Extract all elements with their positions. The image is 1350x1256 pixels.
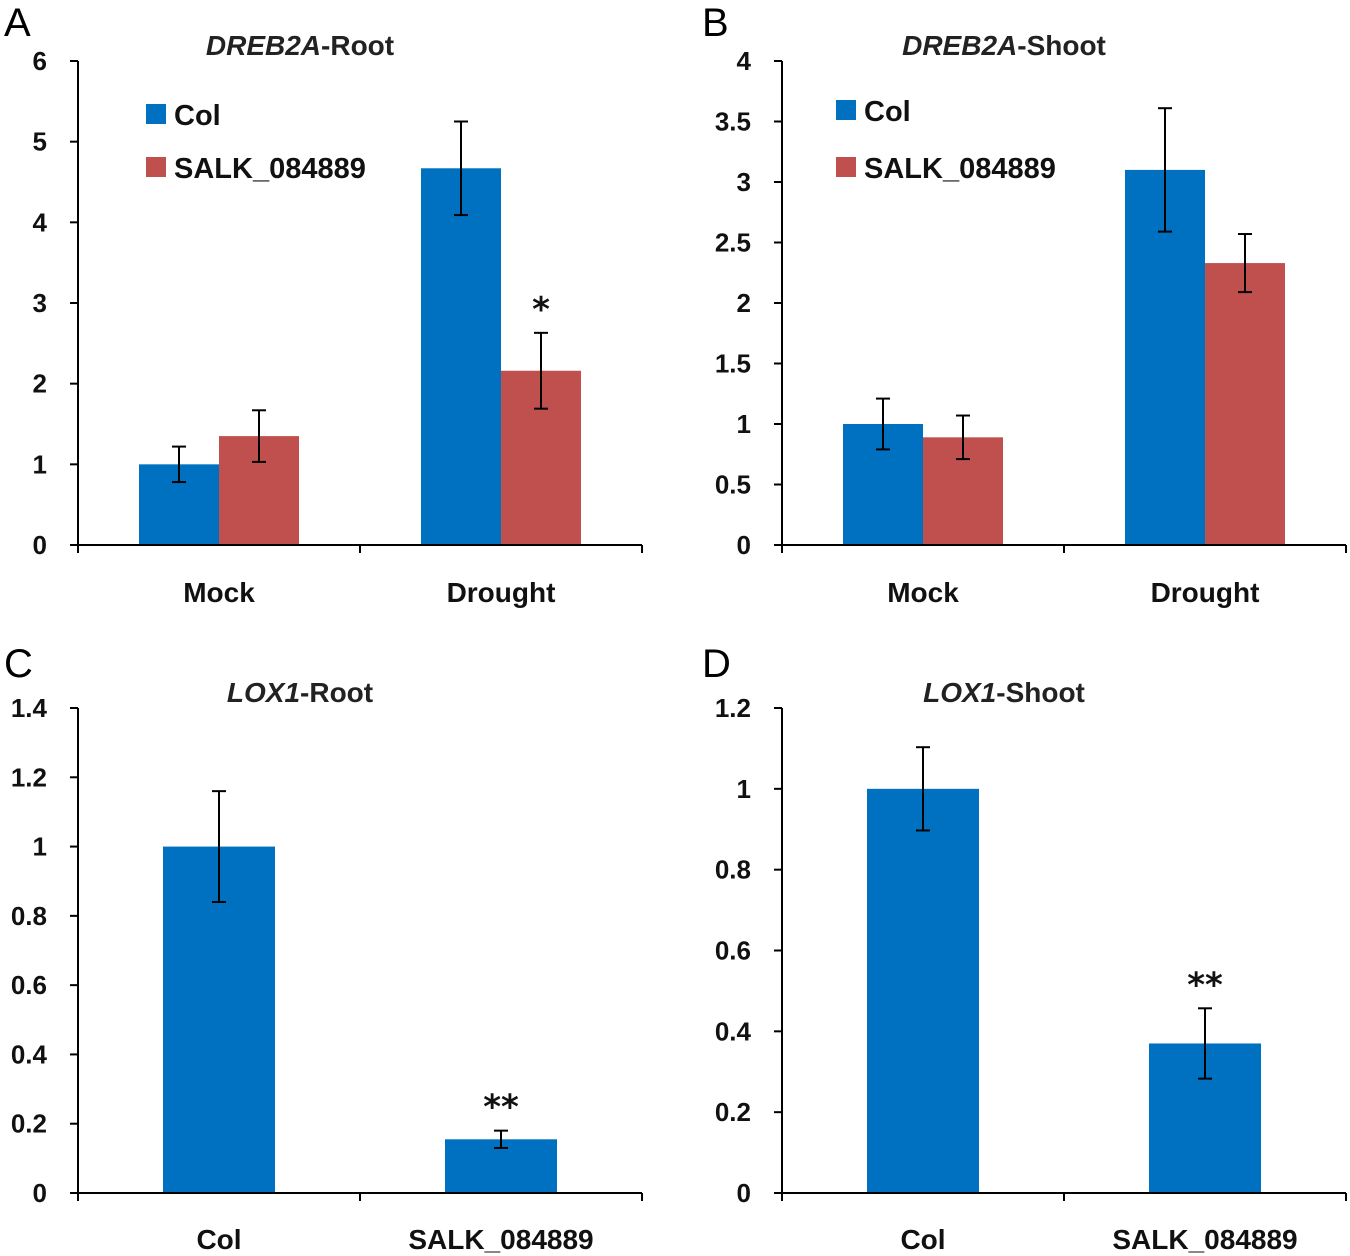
- y-tick-label: 1: [33, 832, 47, 862]
- y-tick-label: 0.4: [715, 1016, 752, 1046]
- error-bar: [454, 120, 468, 217]
- chart-title-gene: DREB2A: [206, 30, 321, 61]
- y-tick-label: 5: [33, 127, 47, 157]
- error-bar: [1238, 233, 1252, 294]
- chart-title-gene: LOX1: [923, 677, 996, 708]
- significance-marker: **: [483, 1088, 519, 1128]
- error-bar: [956, 414, 970, 461]
- x-category-label: Drought: [1151, 577, 1260, 608]
- y-tick-label: 3: [33, 288, 47, 318]
- legend-swatch: [146, 157, 166, 177]
- error-bar: [252, 409, 266, 463]
- chart-title-suffix: -Root: [300, 677, 373, 708]
- legend-label: SALK_084889: [864, 153, 1056, 185]
- bar-value-col: [867, 788, 979, 1193]
- y-tick-label: 0.6: [11, 970, 47, 1000]
- bar-salk-084889-drought: [1205, 263, 1285, 545]
- axes: [77, 708, 643, 1201]
- significance-marker: *: [532, 290, 550, 330]
- y-tick-label: 0.4: [11, 1039, 48, 1069]
- y-tick-label: 4: [33, 207, 48, 237]
- chart-title-gene: DREB2A: [902, 30, 1017, 61]
- legend-label: SALK_084889: [174, 153, 366, 185]
- legend: Col SALK_084889: [836, 96, 1056, 185]
- y-tick-label: 0: [737, 530, 751, 560]
- chart-title-suffix: -Root: [321, 30, 394, 61]
- chart-panel-b: B DREB2A-Shoot 0 0.5 1 1.5 2 2.5 3 3.5 4 Mock Drough…: [702, 1, 1347, 608]
- y-tick-label: 0: [737, 1178, 751, 1208]
- error-bar: [876, 397, 890, 451]
- chart-title: LOX1-Root: [227, 677, 373, 708]
- y-tick-label: 2.5: [715, 228, 751, 258]
- y-tick-label: 1.5: [715, 349, 751, 379]
- y-tick-label: 3: [737, 167, 751, 197]
- y-tick-label: 1.2: [715, 693, 751, 723]
- x-category-label: SALK_084889: [408, 1224, 593, 1255]
- x-category-label: SALK_084889: [1112, 1224, 1297, 1255]
- legend-label: Col: [864, 96, 911, 128]
- y-tick-label: 4: [737, 46, 752, 76]
- y-tick-label: 0.2: [715, 1097, 751, 1127]
- x-category-label: Col: [196, 1224, 241, 1255]
- y-tick-label: 1: [737, 774, 751, 804]
- y-tick-label: 3.5: [715, 107, 751, 137]
- panel-letter: D: [702, 642, 731, 686]
- bar-value-col: [163, 846, 275, 1193]
- axes: [781, 708, 1347, 1201]
- chart-title: DREB2A-Shoot: [902, 30, 1106, 61]
- legend: Col SALK_084889: [146, 100, 366, 185]
- error-bar: [916, 746, 930, 832]
- legend-swatch: [146, 104, 166, 124]
- y-tick-label: 2: [737, 288, 751, 318]
- y-tick-label: 0: [33, 530, 47, 560]
- chart-title-suffix: -Shoot: [1017, 30, 1106, 61]
- chart-title-gene: LOX1: [227, 677, 300, 708]
- x-category-label: Col: [900, 1224, 945, 1255]
- panel-letter: B: [702, 1, 729, 45]
- significance-marker: **: [1187, 965, 1223, 1005]
- y-tick-label: 0.2: [11, 1109, 47, 1139]
- x-category-label: Mock: [183, 577, 255, 608]
- chart-title: LOX1-Shoot: [923, 677, 1085, 708]
- y-tick-label: 1: [737, 409, 751, 439]
- y-tick-label: 1.2: [11, 762, 47, 792]
- bar-col-drought: [421, 168, 501, 545]
- y-tick-label: 0.5: [715, 470, 751, 500]
- y-tick-label: 0.8: [715, 855, 751, 885]
- chart-title-suffix: -Shoot: [996, 677, 1085, 708]
- x-category-label: Drought: [447, 577, 556, 608]
- error-bar: [172, 445, 186, 484]
- y-tick-label: 0.8: [11, 901, 47, 931]
- y-tick-label: 0: [33, 1178, 47, 1208]
- chart-panel-c: C LOX1-Root ** 0 0.2 0.4 0.6 0.8 1 1.2 1.4 Col SALK_…: [4, 642, 643, 1255]
- chart-title: DREB2A-Root: [206, 30, 394, 61]
- panel-letter: A: [4, 1, 31, 45]
- error-bar: [1198, 1007, 1212, 1080]
- panel-letter: C: [4, 642, 33, 686]
- legend-swatch: [836, 157, 856, 177]
- legend-label: Col: [174, 100, 221, 132]
- error-bar: [212, 790, 226, 903]
- legend-swatch: [836, 100, 856, 120]
- error-bar: [1158, 107, 1172, 233]
- y-tick-label: 2: [33, 369, 47, 399]
- y-tick-label: 6: [33, 46, 47, 76]
- y-tick-label: 1.4: [11, 693, 48, 723]
- error-bar: [534, 331, 548, 410]
- x-category-label: Mock: [887, 577, 959, 608]
- error-bar: [494, 1129, 508, 1149]
- y-tick-label: 0.6: [715, 936, 751, 966]
- chart-panel-a: A DREB2A-Root * 0 1 2 3 4 5 6 Mock Drought Col SALK_0…: [4, 1, 643, 608]
- chart-panel-d: D LOX1-Shoot ** 0 0.2 0.4 0.6 0.8 1 1.2 Col SALK_08…: [702, 642, 1347, 1255]
- y-tick-label: 1: [33, 449, 47, 479]
